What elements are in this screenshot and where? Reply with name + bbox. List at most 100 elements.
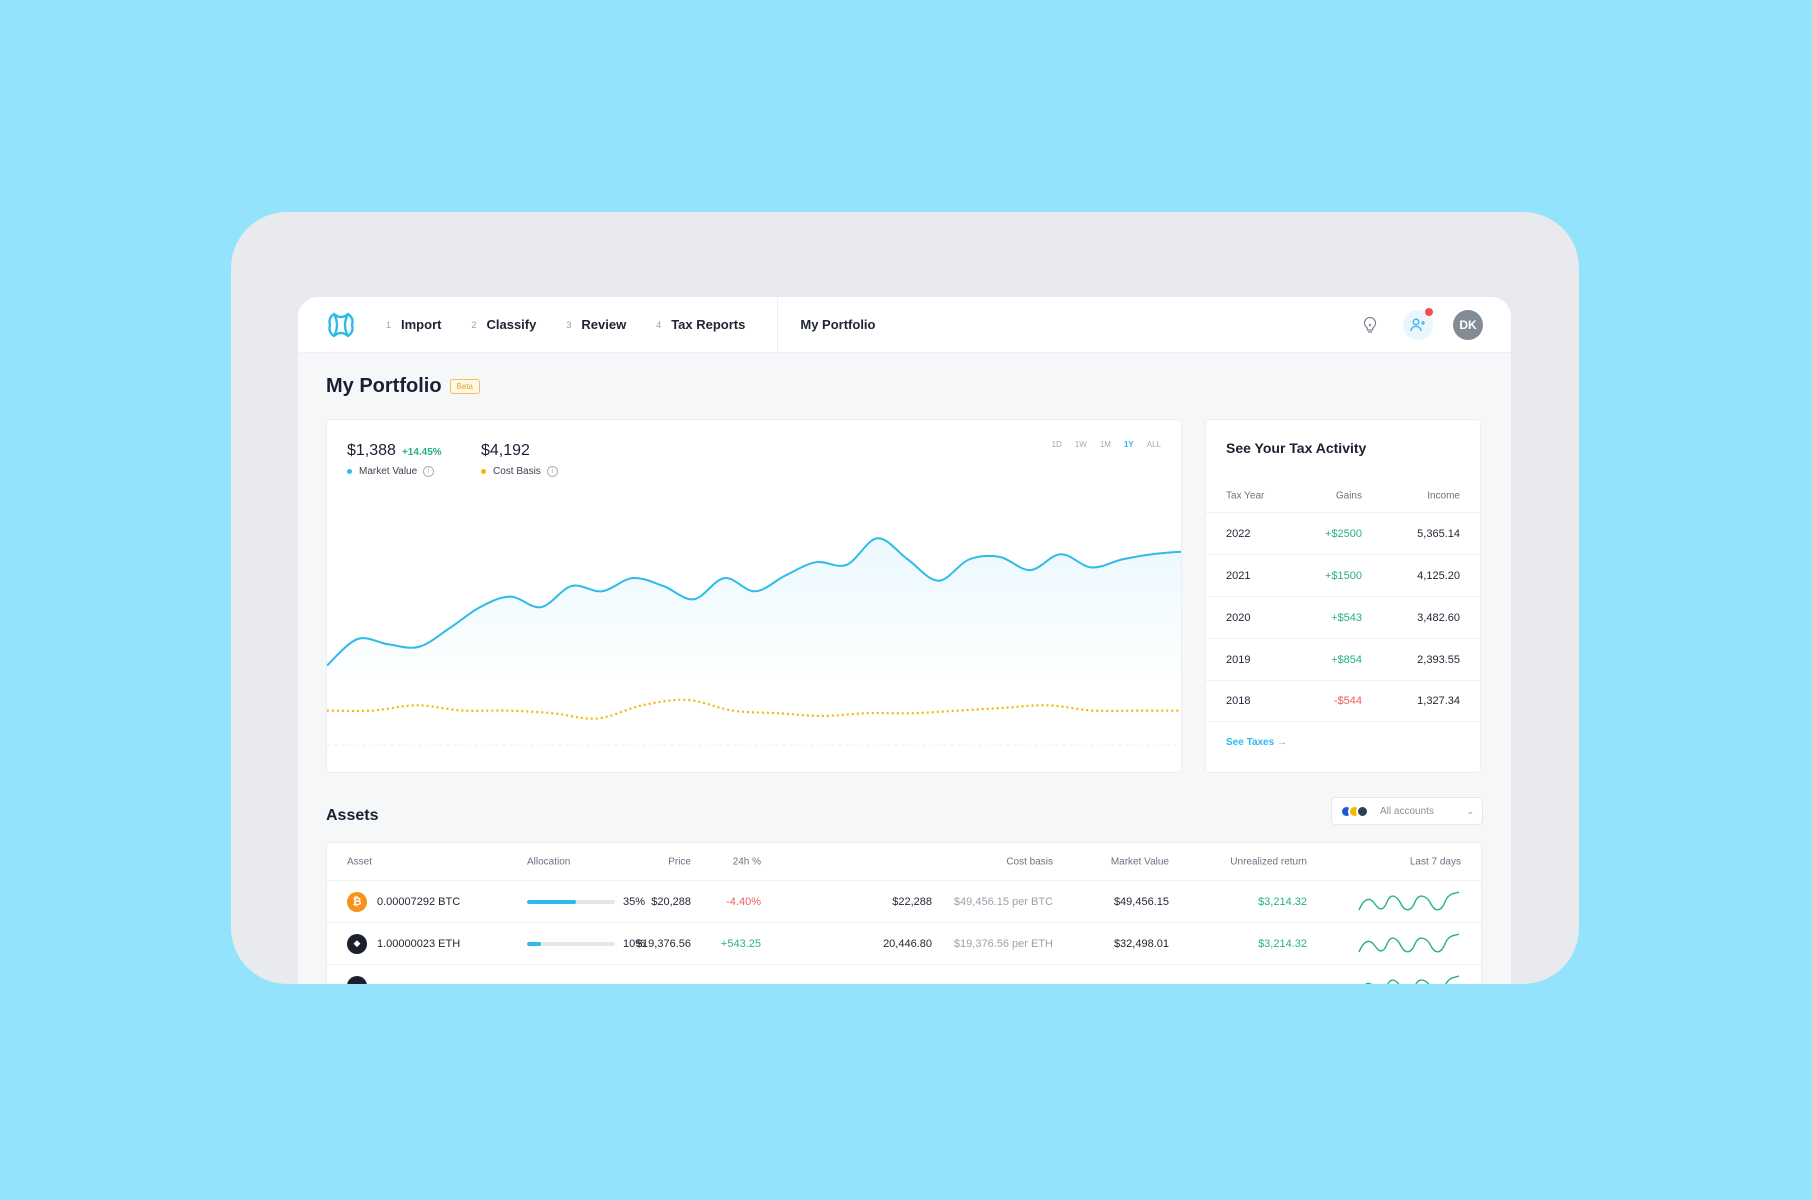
header-last-7-days: Last 7 days (1409, 856, 1461, 867)
market-value-line (327, 537, 1181, 667)
see-taxes-link[interactable]: See Taxes → (1226, 737, 1287, 748)
logo-icon[interactable] (326, 310, 356, 340)
tax-income: 3,482.60 (1417, 611, 1460, 624)
time-range-selector: 1D 1W 1M 1Y ALL (1052, 440, 1161, 449)
allocation-fill (527, 899, 577, 904)
portfolio-chart-card: $1,388 +14.45% Market Value i $4,192 Cost … (326, 419, 1182, 773)
asset-row[interactable] (327, 965, 1481, 984)
step-label: Tax Reports (671, 317, 746, 332)
step-label: Review (581, 317, 627, 332)
avatar[interactable]: DK (1453, 310, 1483, 340)
asset-row[interactable]: ◆ 1.00000023 ETH 10% $19,376.56 +543.25 … (327, 923, 1481, 965)
asset-cost-per-unit: $19,376.56 per ETH (953, 937, 1053, 950)
cost-basis-legend-dot (481, 469, 486, 474)
market-value-legend-dot (347, 469, 352, 474)
tax-row[interactable]: 2018 -$544 1,327.34 (1206, 680, 1480, 722)
tax-income: 4,125.20 (1417, 569, 1460, 582)
header-24h: 24h % (732, 856, 761, 867)
tax-year: 2020 (1226, 611, 1251, 624)
header-allocation: Allocation (527, 856, 571, 867)
step-label: Import (401, 317, 442, 332)
portfolio-chart (327, 537, 1181, 746)
range-1w[interactable]: 1W (1074, 440, 1087, 449)
device-frame: 1 Import 2 Classify 3 Review 4 Tax Reports M… (231, 212, 1579, 984)
nav-step-tax-reports[interactable]: 4 Tax Reports (656, 317, 745, 332)
asset-unrealized-return: $3,214.32 (1258, 895, 1307, 908)
tax-gain: +$854 (1331, 653, 1362, 666)
step-number: 3 (566, 319, 572, 330)
nav-step-review[interactable]: 3 Review (566, 317, 626, 332)
nav-portfolio-label: My Portfolio (800, 317, 876, 332)
notification-dot (1425, 308, 1433, 316)
allocation-fill (527, 941, 542, 946)
sparkline (1358, 932, 1460, 952)
range-all[interactable]: ALL (1146, 440, 1161, 449)
asset-cost-per-unit: $49,456.15 per BTC (953, 895, 1053, 908)
tax-year: 2021 (1226, 569, 1251, 582)
tax-year: 2019 (1226, 653, 1251, 666)
tax-income: 2,393.55 (1417, 653, 1460, 666)
asset-price: $20,288 (651, 895, 691, 908)
tax-income: 5,365.14 (1417, 527, 1460, 540)
arrow-right-icon: → (1276, 737, 1287, 748)
tax-gain: +$543 (1331, 611, 1362, 624)
cost-basis-label: Cost Basis (493, 466, 541, 477)
info-icon[interactable]: i (423, 466, 435, 477)
header-gains: Gains (1335, 490, 1362, 502)
header-cost-basis: Cost basis (1006, 856, 1053, 867)
asset-price: $19,376.56 (635, 937, 691, 950)
header-tax-year: Tax Year (1226, 490, 1265, 502)
account-select[interactable]: All accounts ⌄ (1331, 797, 1483, 825)
page-header: My Portfolio Beta (326, 375, 481, 398)
tax-row[interactable]: 2022 +$2500 5,365.14 (1206, 512, 1480, 554)
nav-my-portfolio[interactable]: My Portfolio (800, 317, 875, 332)
cost-basis-metric: $4,192 Cost Basis i (481, 442, 558, 477)
allocation-bar (527, 941, 615, 946)
lightbulb-icon (1363, 316, 1377, 333)
tax-gain: +$1500 (1324, 569, 1362, 582)
nav-step-classify[interactable]: 2 Classify (471, 317, 536, 332)
range-1m[interactable]: 1M (1099, 440, 1111, 449)
tax-year: 2022 (1226, 527, 1251, 540)
asset-24h-change: -4.40% (726, 895, 761, 908)
page-title: My Portfolio (326, 375, 442, 397)
nav-step-import[interactable]: 1 Import (386, 317, 441, 332)
invite-user-button[interactable] (1403, 308, 1433, 340)
coin-icon (347, 976, 367, 984)
account-coins-icon (1340, 804, 1369, 818)
see-taxes-label: See Taxes (1226, 737, 1275, 748)
sparkline (1358, 890, 1460, 910)
allocation-percent: 10% (623, 937, 646, 950)
invite-user-icon (1410, 318, 1425, 332)
market-value-label: Market Value (359, 466, 418, 477)
header-asset: Asset (347, 856, 373, 867)
nav-actions: DK (1357, 297, 1483, 353)
header-income: Income (1427, 490, 1460, 502)
sparkline (1365, 975, 1460, 984)
info-icon[interactable]: i (546, 466, 558, 477)
asset-market-value: $32,498.01 (1113, 937, 1169, 950)
tax-row[interactable]: 2020 +$543 3,482.60 (1206, 596, 1480, 638)
market-value-change: +14.45% (401, 447, 442, 458)
asset-24h-change: +543.25 (720, 937, 761, 950)
market-value-area (327, 538, 1181, 745)
allocation-bar (527, 899, 615, 904)
bitcoin-icon: ₿ (347, 891, 367, 912)
app-window: 1 Import 2 Classify 3 Review 4 Tax Reports M… (298, 297, 1511, 984)
tax-row[interactable]: 2021 +$1500 4,125.20 (1206, 554, 1480, 596)
tax-row[interactable]: 2019 +$854 2,393.55 (1206, 638, 1480, 680)
nav-divider (777, 297, 779, 353)
step-number: 4 (656, 319, 662, 330)
step-label: Classify (486, 317, 537, 332)
beta-badge: Beta (449, 379, 481, 394)
asset-cost-basis: $22,288 (892, 895, 932, 908)
range-1d[interactable]: 1D (1051, 440, 1062, 449)
lightbulb-button[interactable] (1357, 312, 1383, 338)
asset-row[interactable]: ₿ 0.00007292 BTC 35% $20,288 -4.40% $22,… (327, 881, 1481, 923)
range-1y[interactable]: 1Y (1123, 440, 1134, 449)
asset-amount: 0.00007292 BTC (377, 895, 461, 908)
tax-card-title: See Your Tax Activity (1226, 440, 1367, 456)
asset-market-value: $49,456.15 (1113, 895, 1169, 908)
assets-table: Asset Allocation Price 24h % Cost basis … (326, 842, 1482, 984)
market-value-metric: $1,388 +14.45% Market Value i (347, 442, 442, 477)
